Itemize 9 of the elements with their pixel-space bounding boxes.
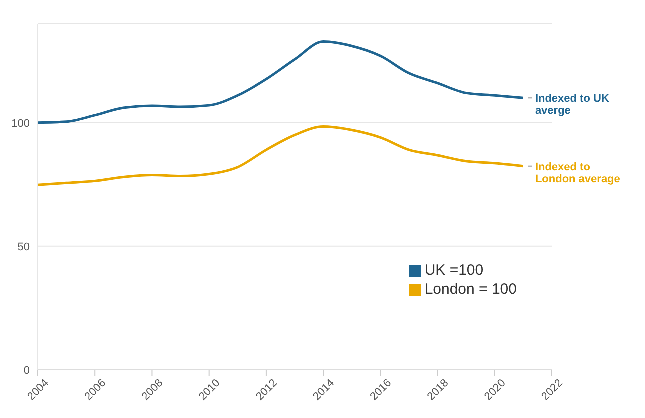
line-series <box>38 126 525 186</box>
y-tick-label: 0 <box>24 364 30 377</box>
legend-label: UK =100 <box>424 262 484 279</box>
y-tick-label: 50 <box>18 241 30 254</box>
annotation: Indexed to UK averge <box>535 93 610 118</box>
legend-label: London = 100 <box>424 281 517 298</box>
annotation: Indexed to London average <box>535 161 620 186</box>
y-tick-label: 100 <box>12 118 30 130</box>
line-series <box>38 40 525 124</box>
